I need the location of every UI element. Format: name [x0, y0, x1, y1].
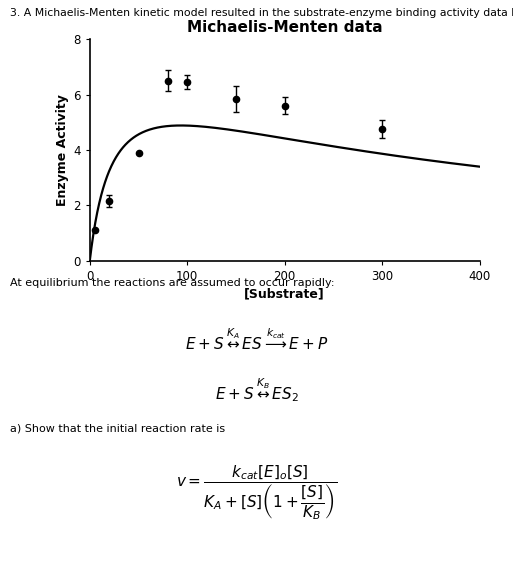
Text: a) Show that the initial reaction rate is: a) Show that the initial reaction rate i… — [10, 424, 225, 434]
Text: At equilibrium the reactions are assumed to occur rapidly:: At equilibrium the reactions are assumed… — [10, 278, 335, 288]
Text: $E + S \overset{K_B}{\leftrightarrow} ES_2$: $E + S \overset{K_B}{\leftrightarrow} ES… — [214, 376, 299, 404]
Text: $E + S \overset{K_A}{\leftrightarrow} ES \overset{k_{cat}}{\longrightarrow} E + : $E + S \overset{K_A}{\leftrightarrow} ES… — [185, 328, 328, 353]
X-axis label: [Substrate]: [Substrate] — [244, 287, 325, 300]
Text: $v = \dfrac{k_{cat}[E]_o[S]}{K_A + [S]\left(1 + \dfrac{[S]}{K_B}\right)}$: $v = \dfrac{k_{cat}[E]_o[S]}{K_A + [S]\l… — [176, 463, 337, 522]
Title: Michaelis-Menten data: Michaelis-Menten data — [187, 20, 383, 35]
Y-axis label: Enzyme Activity: Enzyme Activity — [56, 94, 69, 206]
Text: 3. A Michaelis-Menten kinetic model resulted in the substrate-enzyme binding act: 3. A Michaelis-Menten kinetic model resu… — [10, 8, 513, 19]
